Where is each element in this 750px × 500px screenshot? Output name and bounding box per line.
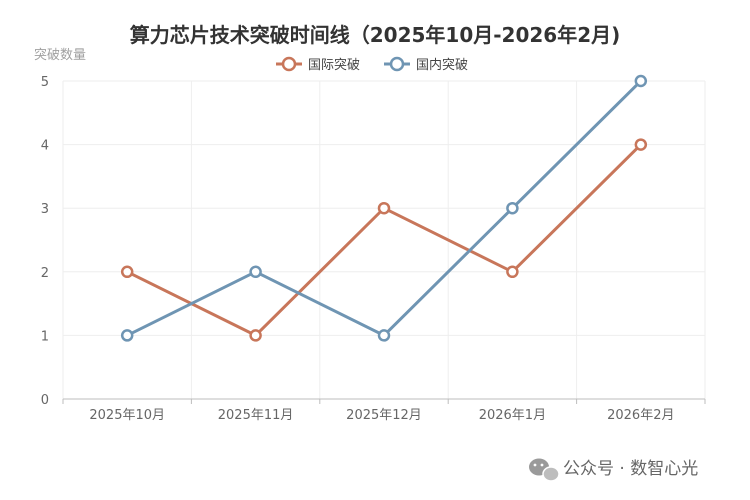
legend-item-2[interactable]: 国内突破: [384, 56, 468, 73]
x-tick-label: 2025年11月: [218, 408, 294, 423]
x-tick-label: 2025年10月: [89, 408, 165, 423]
data-point: [377, 329, 391, 342]
y-tick-label: 4: [41, 139, 49, 154]
data-point: [120, 329, 134, 342]
legend-item-1[interactable]: 国际突破: [276, 56, 360, 73]
legend[interactable]: 国际突破 国内突破: [276, 56, 468, 73]
data-point: [506, 201, 519, 215]
data-point: [249, 265, 262, 279]
y-axis-label: 突破数量: [34, 47, 86, 63]
y-tick-label: 2: [41, 266, 49, 281]
series-2: [120, 74, 648, 342]
data-point: [377, 201, 391, 215]
wechat-icon: [529, 458, 560, 482]
watermark: 公众号 · 数智心光: [529, 458, 698, 482]
legend-label: 国内突破: [416, 57, 468, 73]
watermark-text: 公众号 · 数智心光: [563, 459, 698, 479]
chart-title: 算力芯片技术突破时间线（2025年10月-2026年2月): [130, 23, 621, 47]
grid-lines: [62, 80, 706, 399]
series-line: [125, 143, 643, 337]
y-tick-label: 5: [41, 75, 49, 90]
x-tick-label: 2026年1月: [479, 408, 546, 423]
data-point: [634, 138, 648, 151]
y-tick-label: 1: [41, 329, 49, 344]
y-tick-label: 3: [41, 202, 49, 217]
series-group: [120, 74, 648, 342]
x-tick-label: 2025年12月: [346, 408, 422, 423]
data-point: [249, 329, 262, 342]
data-point: [506, 265, 519, 279]
data-point: [120, 265, 134, 279]
x-tick-label: 2026年2月: [607, 408, 674, 423]
axes: 0 1 2 3 4 5 2025年10月 2025年11月 2025年12月 2026年1月 202…: [41, 75, 706, 423]
y-tick-label: 0: [41, 393, 49, 408]
data-point: [634, 74, 648, 88]
legend-label: 国际突破: [308, 57, 360, 73]
legend-marker: [281, 56, 297, 72]
series-1: [120, 138, 648, 342]
legend-marker: [389, 56, 405, 72]
